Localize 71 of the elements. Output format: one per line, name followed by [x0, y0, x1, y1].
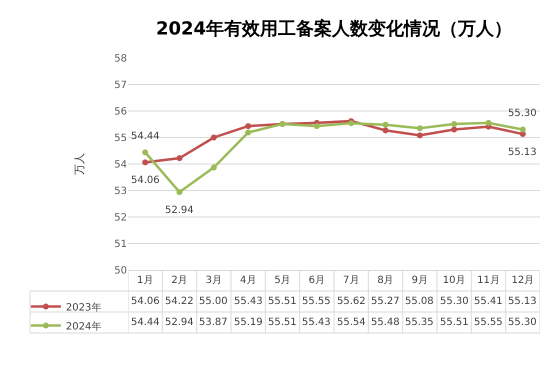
data-label: 55.08	[405, 296, 434, 307]
point	[416, 125, 423, 132]
data-label: 54.22	[165, 296, 194, 307]
y-tick-label: 54	[114, 160, 127, 170]
data-label: 55.51	[268, 317, 297, 328]
data-label: 55.19	[234, 317, 263, 328]
x-tick-label: 1月	[136, 275, 154, 286]
x-tick-label: 9月	[412, 275, 428, 286]
y-tick-label: 52	[114, 212, 127, 224]
data-label: 55.55	[302, 296, 331, 307]
x-tick-label: 8月	[377, 275, 394, 286]
x-tick-label: 11月	[477, 275, 500, 286]
point	[382, 127, 388, 134]
x-tick-label: 10月	[442, 275, 466, 286]
x-tick-label: 6月	[308, 275, 326, 286]
x-tick-label: 5月	[274, 275, 291, 286]
y-tick-label: 50	[114, 266, 127, 276]
legend-label: 2023年	[66, 301, 102, 314]
point	[451, 126, 458, 133]
data-label: 55.51	[440, 317, 469, 328]
data-label: 55.62	[337, 296, 366, 307]
x-tick-label: 3月	[206, 275, 222, 286]
point	[245, 123, 252, 130]
data-label: 55.43	[234, 296, 263, 307]
data-label: 55.30	[508, 317, 537, 328]
data-label: 52.94	[165, 317, 194, 328]
legend-label: 2024年	[66, 320, 102, 332]
point	[451, 120, 458, 127]
point	[245, 129, 252, 136]
data-label: 54.44	[131, 317, 160, 328]
point	[176, 155, 182, 162]
annotation: 55.13	[508, 147, 537, 158]
x-tick-label: 4月	[240, 275, 256, 286]
point	[142, 159, 148, 166]
data-label: 55.51	[268, 296, 297, 307]
chart-title: 2024年有效用工备案人数变化情况（万人）	[156, 18, 512, 40]
y-tick-label: 51	[114, 239, 127, 250]
data-label: 55.55	[474, 317, 503, 328]
x-tick-label: 2月	[171, 275, 188, 286]
data-label: 53.87	[199, 317, 228, 328]
point	[416, 132, 423, 138]
annotation: 52.94	[165, 205, 194, 216]
point	[520, 126, 526, 133]
point	[176, 189, 182, 196]
data-label: 55.30	[440, 296, 469, 307]
point	[210, 134, 217, 140]
y-tick-label: 56	[114, 106, 127, 118]
data-label: 55.35	[405, 317, 434, 328]
point	[486, 120, 492, 126]
data-label: 54.06	[131, 296, 160, 307]
x-tick-label: 7月	[342, 275, 360, 286]
y-axis-title: 万人	[72, 153, 86, 175]
annotation: 54.06	[131, 175, 160, 186]
point	[142, 149, 148, 156]
y-tick-label: 57	[114, 80, 127, 91]
data-label: 55.54	[337, 317, 366, 328]
annotation: 54.44	[131, 131, 160, 142]
data-label: 55.43	[302, 317, 331, 328]
y-tick-label: 53	[114, 186, 127, 197]
data-label: 55.48	[371, 317, 400, 328]
point	[382, 122, 388, 128]
data-label: 55.13	[508, 296, 537, 307]
data-label: 55.00	[199, 296, 228, 307]
data-label: 55.27	[371, 296, 400, 307]
data-label: 55.41	[474, 296, 503, 307]
y-tick-label: 58	[114, 54, 127, 64]
point	[210, 164, 217, 170]
x-tick-label: 12月	[511, 275, 534, 286]
y-tick-label: 55	[114, 133, 127, 144]
point	[314, 123, 320, 130]
annotation: 55.30	[508, 108, 537, 119]
